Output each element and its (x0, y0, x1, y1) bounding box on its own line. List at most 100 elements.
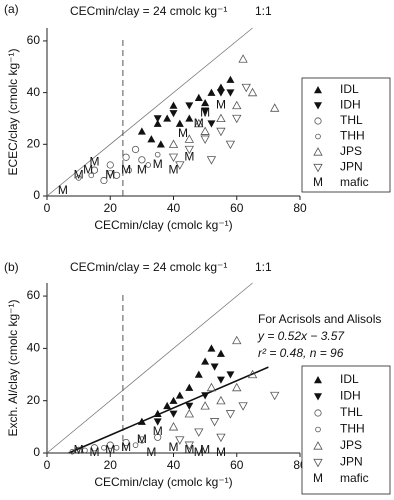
point (106, 161, 114, 169)
panel-label: (a) (4, 2, 19, 16)
annotation: y = 0.52x − 3.57 (257, 329, 345, 343)
point: M (178, 126, 188, 140)
legend-label: IDH (340, 389, 361, 403)
legend-label: mafic (340, 175, 369, 189)
point (247, 87, 258, 97)
point: M (74, 167, 84, 181)
y-axis-label: Exch. Al/clay (cmolc kg⁻¹) (6, 299, 20, 436)
legend-marker (314, 393, 322, 401)
point (216, 349, 225, 357)
point (184, 134, 194, 143)
x-tick-label: 60 (230, 458, 244, 472)
point (122, 438, 130, 447)
point (147, 135, 156, 143)
threshold-label: CECmin/clay = 24 cmolc kg⁻¹ (70, 260, 227, 274)
point (201, 107, 210, 115)
point (156, 140, 165, 148)
point (75, 446, 83, 454)
point (210, 363, 219, 371)
point (200, 135, 210, 144)
x-tick-label: 80 (293, 201, 307, 215)
legend-box (301, 77, 391, 193)
legend-label: THL (340, 113, 363, 127)
point: M (184, 149, 194, 163)
point (247, 369, 258, 379)
x-tick-label: 0 (44, 201, 51, 215)
point (101, 444, 107, 451)
x-tick-label: 0 (44, 458, 51, 472)
legend-marker: M (313, 175, 323, 189)
point (163, 114, 172, 122)
x-tick-label: 60 (230, 201, 244, 215)
point (75, 175, 82, 181)
point: M (216, 445, 226, 459)
point (216, 127, 226, 137)
point (168, 422, 179, 431)
legend-marker (314, 376, 322, 384)
y-tick-label: 60 (27, 288, 41, 302)
point (169, 396, 178, 404)
point: M (121, 440, 131, 454)
point (169, 110, 178, 118)
legend-label: IDL (340, 82, 359, 96)
legend-marker (314, 409, 322, 417)
point (226, 371, 235, 379)
point: M (169, 162, 179, 176)
point (226, 75, 235, 83)
point (238, 54, 248, 63)
legend-label: JPS (340, 438, 362, 452)
y-tick-label: 20 (27, 393, 41, 407)
legend-marker (314, 86, 322, 94)
legend-label: JPN (340, 160, 363, 174)
point (138, 436, 146, 444)
point: M (89, 155, 99, 169)
x-tick-label: 20 (104, 458, 118, 472)
point (112, 171, 121, 179)
point: M (153, 157, 163, 171)
point: M (74, 443, 84, 457)
y-tick-label: 40 (27, 85, 41, 99)
point (82, 447, 88, 454)
point (175, 436, 185, 445)
legend-marker (314, 102, 322, 110)
point (232, 382, 242, 392)
point: M (105, 167, 115, 181)
legend-marker (313, 163, 323, 173)
point: M (153, 424, 163, 438)
point: M (137, 432, 147, 446)
point (225, 410, 236, 419)
x-tick-label: 20 (104, 201, 118, 215)
point (200, 401, 210, 410)
reference-line (46, 282, 253, 454)
reference-label: 1:1 (255, 4, 272, 18)
point (216, 113, 226, 123)
point (216, 395, 226, 405)
legend-box (301, 365, 391, 495)
point (185, 402, 194, 410)
point: M (194, 445, 204, 459)
point (201, 98, 210, 107)
panel-label: (b) (4, 260, 19, 274)
legend-marker: M (313, 471, 323, 485)
point (90, 166, 99, 174)
point (216, 433, 226, 443)
legend-label: THH (340, 129, 365, 143)
point (153, 115, 162, 123)
point (206, 382, 217, 392)
point (138, 156, 146, 164)
threshold-label: CECmin/clay = 24 cmolc kg⁻¹ (70, 4, 227, 18)
point (153, 119, 162, 127)
reference-line (46, 27, 253, 197)
point (137, 417, 146, 425)
point (226, 89, 235, 97)
point (107, 169, 114, 176)
point (184, 441, 194, 450)
point (194, 118, 204, 128)
point (225, 140, 236, 150)
point: M (169, 440, 179, 454)
point (132, 442, 139, 448)
point (201, 357, 210, 365)
point (126, 167, 133, 173)
point (270, 103, 280, 112)
